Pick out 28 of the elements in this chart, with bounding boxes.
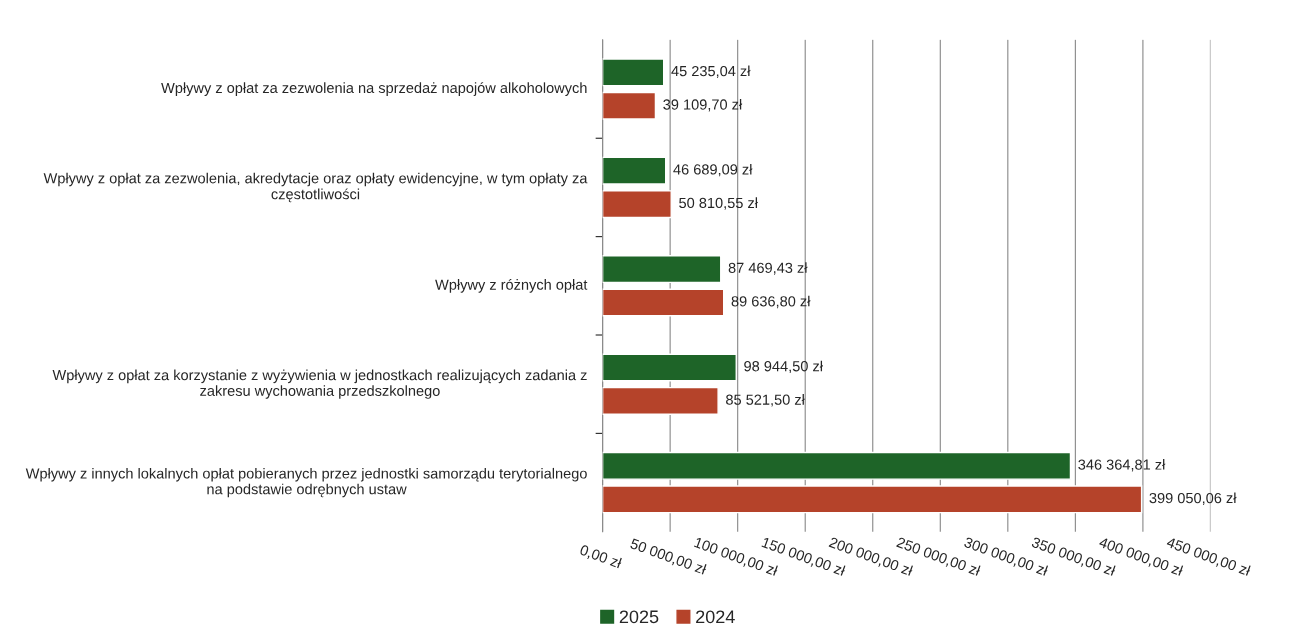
- data-label: 346 364,81 zł: [1078, 459, 1166, 472]
- legend-label: 2024: [696, 610, 735, 624]
- data-label: 89 636,80 zł: [731, 295, 811, 309]
- data-label: 50 810,55 zł: [679, 197, 758, 210]
- y-tick-label: Wpływy z innych lokalnych opłat pobieranych przez jednostki samorządu terytorialnego na podstawie odrębnych ustaw: [25, 467, 587, 498]
- bar: [602, 255, 722, 284]
- x-tick-label: 0,00 zł: [578, 544, 623, 571]
- bar: [602, 156, 667, 185]
- bar: [602, 288, 725, 317]
- data-label: 85 521,50 zł: [726, 394, 805, 407]
- bar: [602, 190, 672, 219]
- bar: [602, 353, 737, 382]
- data-label: 399 050,06 zł: [1149, 492, 1237, 505]
- data-label: 39 109,70 zł: [663, 98, 743, 112]
- y-tick-label: Wpływy z opłat za zezwolenia, akredytacje oraz opłaty ewidencyjne, w tym opłaty za częstotliwości: [43, 172, 588, 203]
- bar: [602, 91, 657, 120]
- bar: [602, 386, 719, 415]
- y-tick-label: Wpływy z opłat za zezwolenia na sprzedaż napojów alkoholowych: [161, 82, 587, 96]
- legend-label: 2025: [619, 610, 659, 624]
- bar: [602, 451, 1072, 480]
- bar: [602, 58, 665, 87]
- data-label: 98 944,50 zł: [744, 360, 823, 374]
- data-label: 45 235,04 zł: [671, 65, 751, 78]
- bar: [602, 485, 1143, 514]
- data-label: 46 689,09 zł: [673, 163, 753, 177]
- data-label: 87 469,43 zł: [728, 262, 808, 275]
- y-tick-label: Wpływy z opłat za korzystanie z wyżywienia w jednostkach realizujących zadania z zakresu wychowania przedszkolnego: [52, 369, 587, 399]
- y-tick-label: Wpływy z różnych opłat: [435, 278, 588, 293]
